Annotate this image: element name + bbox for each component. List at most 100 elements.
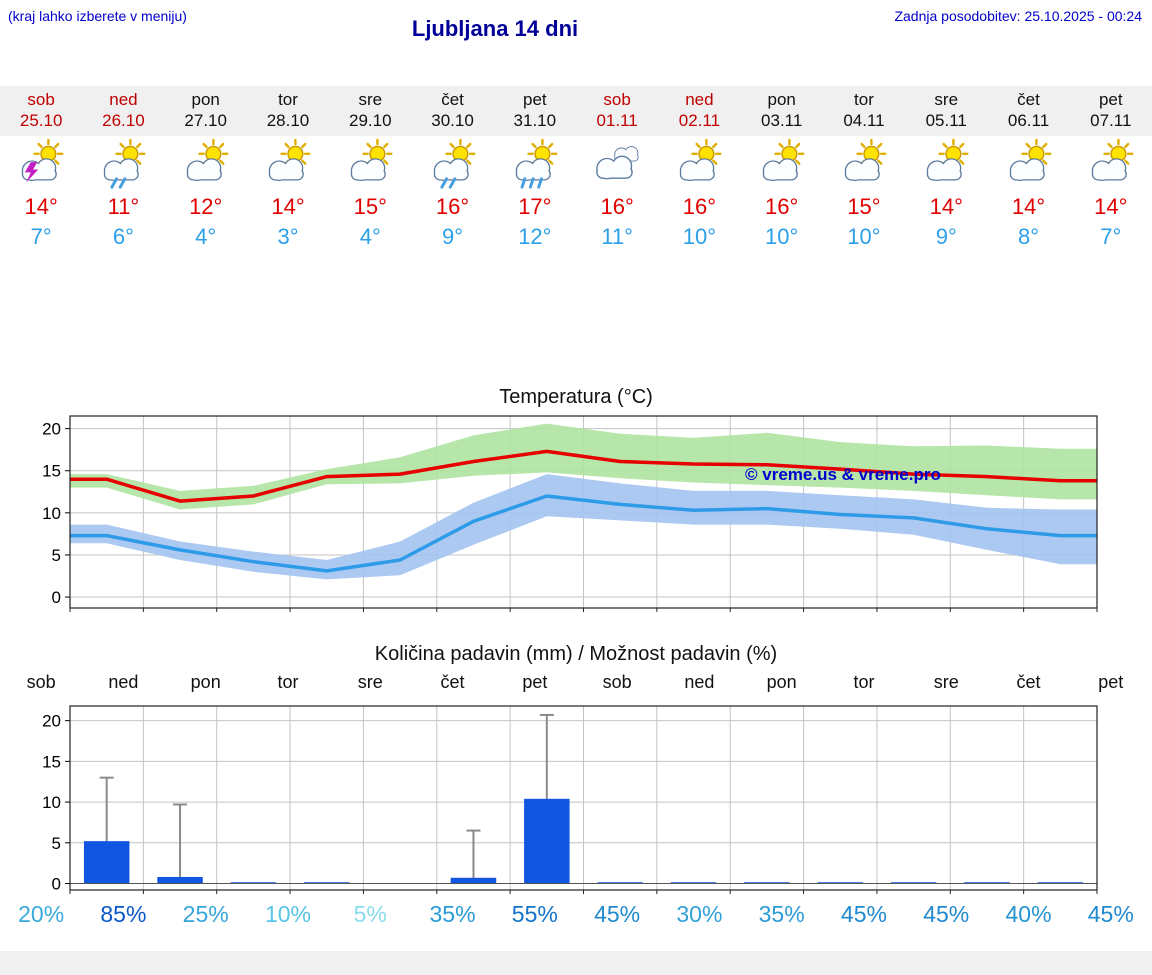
day-name-label: sre	[934, 90, 959, 109]
temperature-chart-title: Temperatura (°C)	[499, 386, 653, 408]
day-name-label: tor	[278, 90, 298, 109]
high-temp-label: 15°	[353, 194, 387, 219]
precip-y-tick-label: 0	[52, 874, 61, 893]
low-temp-label: 10°	[765, 224, 799, 249]
min-temperatura-line	[70, 494, 1097, 573]
max-temperatura-line	[70, 449, 1097, 503]
rain-icon	[494, 138, 576, 189]
precip-probability-label: 45%	[923, 901, 970, 927]
precipitation-chart: 0 5 10 15 20	[42, 705, 1098, 894]
day-column-9: ned 02.11 16° 10°	[658, 90, 740, 250]
precip-day-label-row: sob ned pon tor sre čet pet sob ned pon tor sre čet p…	[0, 672, 1152, 693]
low-temp-label: 12°	[518, 224, 552, 249]
precip-day-label: pon	[766, 672, 797, 692]
partly-icon	[905, 138, 987, 189]
precip-probability-row: 20% 85% 25% 10% 5% 35% 55% 45% 30% 35% 45% 45% 40% 45…	[0, 901, 1152, 928]
cloudy-icon	[576, 139, 658, 189]
high-temp-label: 14°	[24, 194, 58, 219]
low-temp-label: 7°	[30, 224, 52, 249]
precip-bar	[230, 882, 277, 884]
precip-day-label: sre	[933, 672, 959, 692]
day-name-label: tor	[854, 90, 874, 109]
temp-y-tick-label: 20	[42, 420, 61, 439]
day-strip-background	[0, 86, 1152, 136]
day-name-label: sob	[27, 90, 55, 109]
precip-day-label: ned	[108, 672, 139, 692]
low-temp-label: 9°	[442, 224, 464, 249]
precip-probability-label: 85%	[100, 901, 147, 927]
precip-y-tick-label: 10	[42, 793, 61, 812]
watermark-link[interactable]: © vreme.us & vreme.pro	[745, 465, 941, 484]
day-column-13: čet 06.11 14° 8°	[987, 90, 1069, 250]
low-temp-label: 8°	[1017, 224, 1040, 249]
temp-y-tick-label: 0	[52, 588, 61, 607]
partly-icon	[741, 138, 823, 189]
temp-y-tick-label: 15	[42, 462, 61, 481]
day-column-2: ned 26.10 11° 6°	[82, 90, 164, 250]
day-name-label: sob	[603, 90, 631, 109]
day-name-label: pet	[523, 90, 547, 109]
day-name-label: čet	[1017, 90, 1040, 109]
thunderstorm-icon	[0, 138, 82, 189]
max-razpon-band	[70, 423, 1097, 510]
day-column-1: sob 25.10 14° 7°	[0, 90, 82, 250]
precip-chart-title: Količina padavin (mm) / Možnost padavin …	[374, 643, 778, 665]
high-temp-label: 14°	[929, 194, 963, 219]
day-name-label: sre	[358, 90, 383, 109]
precip-probability-label: 35%	[429, 901, 476, 927]
high-temp-label: 14°	[1011, 194, 1046, 219]
precip-day-label: pet	[522, 672, 548, 692]
precip-bar	[890, 882, 937, 884]
precip-bar	[817, 882, 863, 884]
low-temp-label: 10°	[847, 224, 881, 249]
precip-probability-label: 55%	[511, 901, 558, 927]
day-name-label: ned	[685, 90, 714, 109]
high-temp-label: 16°	[765, 194, 799, 219]
high-temp-label: 16°	[435, 194, 470, 219]
day-date-label: 07.11	[1090, 111, 1132, 130]
precip-probability-label: 20%	[18, 901, 65, 927]
low-temp-label: 7°	[1100, 224, 1122, 249]
day-date-label: 02.11	[678, 111, 721, 130]
menu-hint-text: (kraj lahko izberete v meniju)	[8, 8, 187, 24]
precip-probability-label: 5%	[353, 901, 387, 927]
page-title: Ljubljana 14 dni	[411, 16, 579, 41]
partly-icon	[247, 138, 329, 189]
precip-bar	[524, 798, 570, 884]
day-name-label: ned	[109, 90, 138, 109]
day-column-7: pet 31.10 17° 12°	[494, 90, 576, 250]
precip-day-label: tor	[853, 672, 875, 692]
low-temp-label: 3°	[277, 224, 299, 249]
day-column-6: čet 30.10 16° 9°	[411, 90, 493, 250]
low-temp-label: 9°	[935, 224, 957, 249]
day-date-label: 01.11	[596, 111, 638, 130]
day-forecast-strip: sob 25.10 14° 7° ned 26.10 11° 6° pon 27.10 12° 4° t…	[0, 90, 1152, 250]
high-temp-label: 17°	[518, 194, 552, 219]
high-temp-label: 14°	[1094, 194, 1128, 219]
temp-y-tick-label: 5	[52, 546, 61, 565]
high-temp-label: 14°	[271, 194, 305, 219]
low-temp-label: 4°	[359, 224, 381, 249]
partly-icon	[329, 138, 411, 189]
day-name-label: pon	[767, 90, 796, 109]
precip-y-tick-label: 5	[52, 834, 61, 853]
day-date-label: 25.10	[19, 111, 63, 130]
precip-bar	[670, 882, 717, 884]
day-date-label: 30.10	[431, 111, 474, 130]
temperature-chart: 0 5 10 15 20 © vreme.us & vreme.pro	[42, 415, 1098, 612]
precip-probability-label: 10%	[264, 901, 311, 927]
precip-bar	[83, 841, 130, 884]
precip-bar	[304, 882, 350, 884]
day-column-14: pet 07.11 14° 7°	[1070, 90, 1152, 250]
day-date-label: 29.10	[348, 111, 392, 130]
temp-y-tick-label: 10	[42, 504, 61, 523]
precip-day-label: pon	[190, 672, 221, 692]
precip-day-label: tor	[277, 672, 299, 692]
day-date-label: 31.10	[513, 111, 557, 130]
day-date-label: 03.11	[761, 111, 803, 130]
low-temp-label: 6°	[112, 224, 134, 249]
partly-icon	[987, 138, 1069, 189]
partly-icon	[1070, 138, 1152, 189]
precip-bar	[1037, 882, 1084, 884]
